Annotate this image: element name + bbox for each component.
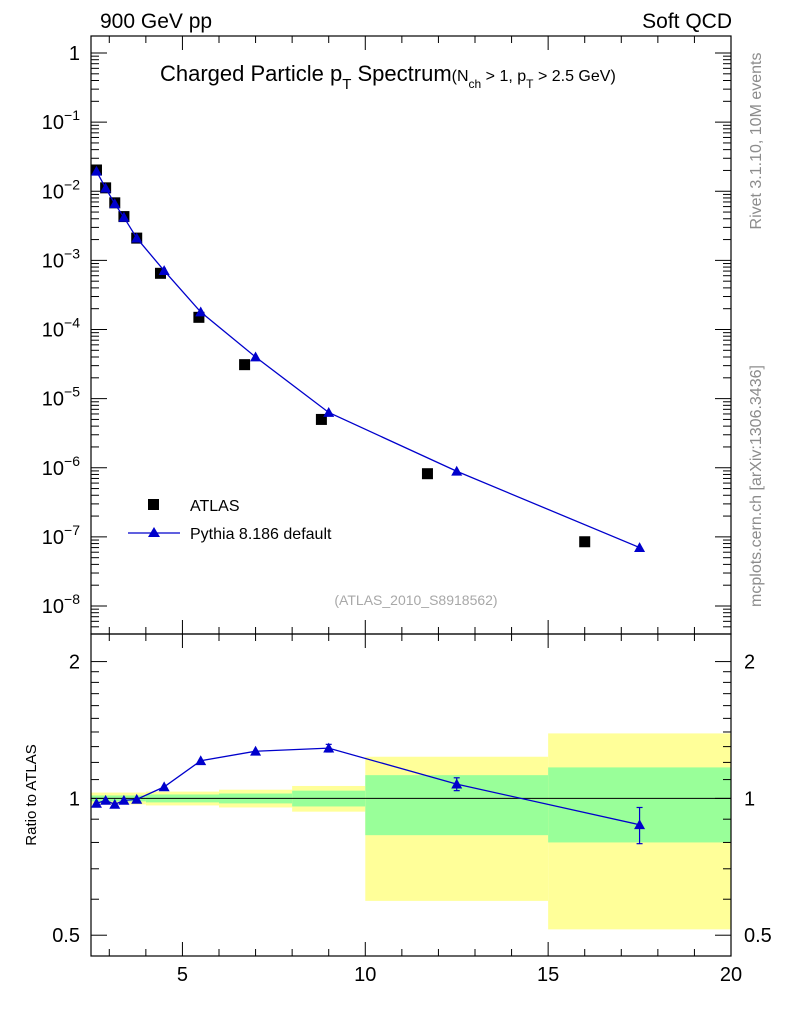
ratio-y-tick-label-right: 0.5 <box>744 925 772 947</box>
y-tick-label: 10−2 <box>42 176 80 203</box>
y-tick-label: 10−5 <box>42 384 80 411</box>
mcplots-credit-label: mcplots.cern.ch [arXiv:1306.3436] <box>748 365 765 607</box>
x-tick-label: 15 <box>537 964 559 986</box>
ratio-panel-series <box>90 742 646 845</box>
pythia-point <box>100 182 112 193</box>
y-tick-label: 10−6 <box>42 453 80 480</box>
ratio-uncertainty-bands <box>91 733 731 930</box>
pythia-point <box>451 465 463 476</box>
ratio-point <box>118 794 130 805</box>
analysis-id-label: (ATLAS_2010_S8918562) <box>334 592 497 608</box>
ratio-point <box>100 794 112 805</box>
y-tick-label: 10−1 <box>42 107 80 134</box>
y-tick-label: 1 <box>69 43 80 65</box>
ratio-y-tick-label: 1 <box>69 788 80 810</box>
rivet-version-label: Rivet 3.1.10, 10M events <box>748 53 765 230</box>
pythia-point <box>195 306 207 317</box>
ratio-point <box>90 797 102 808</box>
ratio-y-tick-label: 2 <box>69 652 80 674</box>
pythia-point <box>634 542 646 552</box>
legend-atlas-marker <box>148 499 159 510</box>
legend-atlas-label: ATLAS <box>190 498 240 515</box>
atlas-point <box>579 536 591 548</box>
pythia-point <box>131 232 143 243</box>
pythia-point <box>118 211 130 222</box>
legend-pythia-label: Pythia 8.186 default <box>190 526 332 543</box>
pythia-point <box>158 265 170 276</box>
pythia-curve <box>95 170 640 549</box>
y-tick-label: 10−7 <box>42 522 80 549</box>
main-panel-series <box>90 164 646 552</box>
ratio-point <box>451 778 463 789</box>
y-tick-label: 10−8 <box>42 591 80 618</box>
ratio-y-tick-label-right: 1 <box>744 788 755 810</box>
atlas-point <box>421 468 433 480</box>
ratio-y-tick-label-right: 2 <box>744 652 755 674</box>
pythia-point <box>109 198 121 209</box>
legend-pythia-marker <box>148 527 160 537</box>
ratio-point <box>634 819 646 830</box>
process-label: Soft QCD <box>642 10 732 33</box>
atlas-point <box>193 311 205 323</box>
y-tick-label: 10−4 <box>42 315 80 342</box>
pythia-point <box>90 165 102 176</box>
pythia-point <box>323 406 335 417</box>
x-tick-label: 20 <box>720 964 742 986</box>
atlas-point <box>315 413 327 425</box>
energy-label: 900 GeV pp <box>100 10 212 33</box>
ratio-point <box>250 745 262 756</box>
pythia-point <box>250 351 262 362</box>
main-panel-frame <box>90 35 732 635</box>
ratio-point <box>158 781 170 792</box>
legend: ATLAS Pythia 8.186 default <box>128 498 332 543</box>
ratio-point <box>323 742 335 753</box>
ratio-point <box>109 798 121 809</box>
ratio-y-tick-label: 0.5 <box>52 925 80 947</box>
atlas-point <box>239 359 251 371</box>
y-tick-label: 10−3 <box>42 245 80 272</box>
ratio-point <box>195 755 207 766</box>
ratio-point <box>131 793 143 804</box>
x-tick-label: 5 <box>177 964 188 986</box>
chart-title: Charged Particle pT Spectrum(Nch > 1, pT… <box>160 61 616 93</box>
ratio-axis-label: Ratio to ATLAS <box>23 744 40 845</box>
main-panel-axes: 1 10−1 10−2 10−3 10−4 10−5 10−6 10−7 10−8 <box>42 36 732 634</box>
x-tick-label: 10 <box>354 964 376 986</box>
ratio-panel-frame <box>90 633 732 957</box>
ratio-panel-axes: 5 10 15 200.5 0.51 12 2 <box>52 634 772 986</box>
